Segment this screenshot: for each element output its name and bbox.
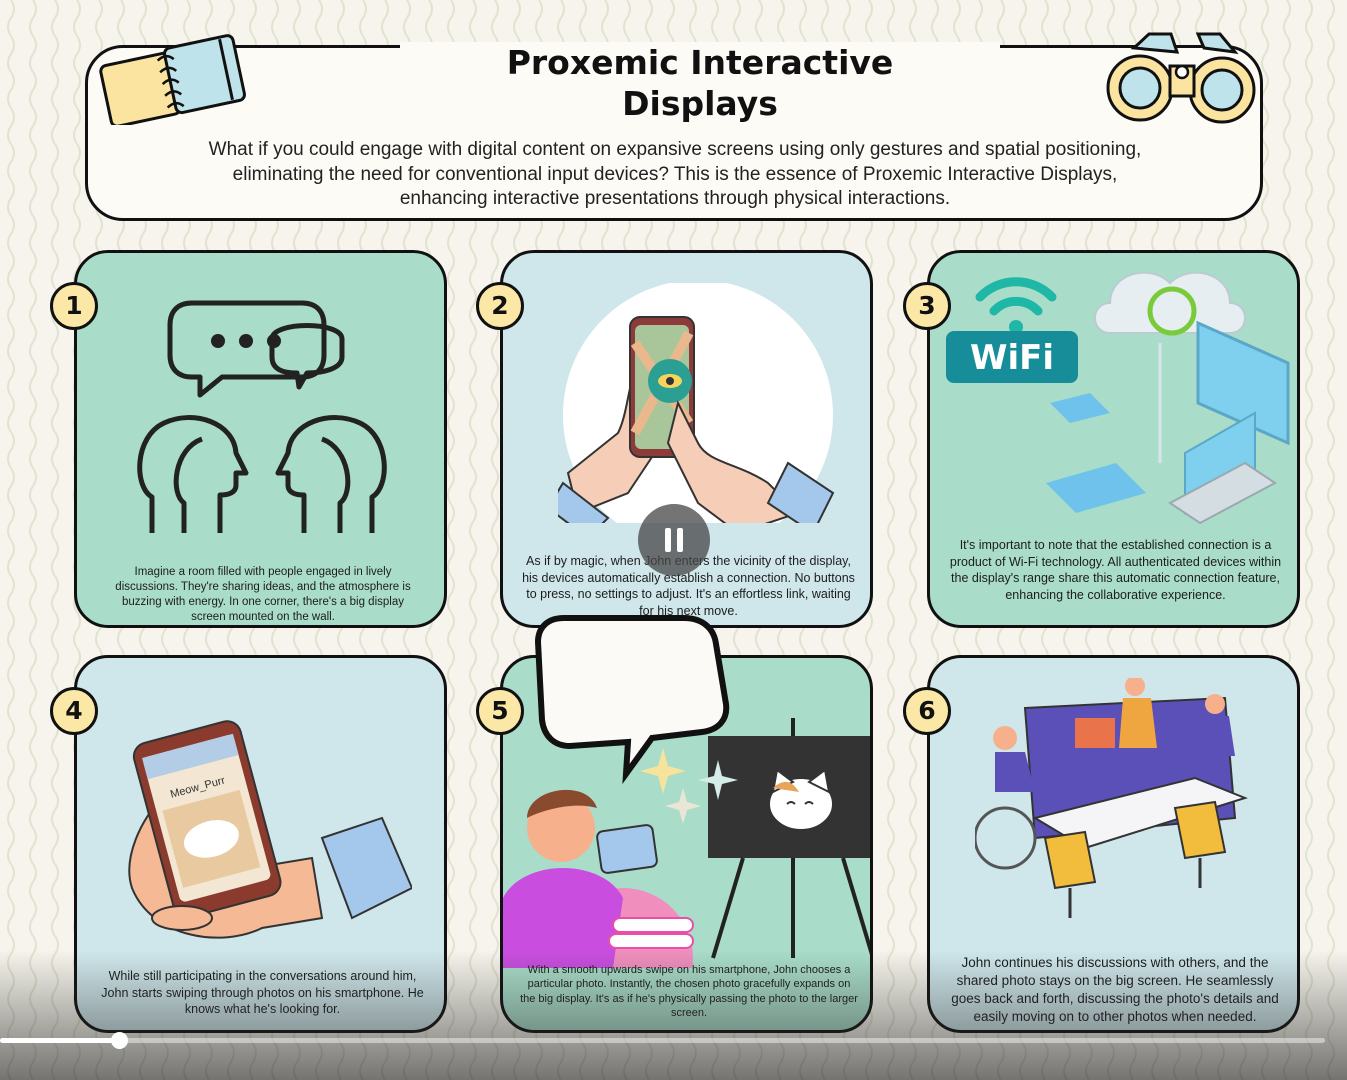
panel-1-caption: Imagine a room filled with people engage… — [115, 566, 411, 623]
phone-map-hands — [558, 283, 835, 523]
speech-bubble — [534, 615, 730, 785]
panel-3: WiFi It's important to note that the est… — [927, 250, 1300, 628]
panel-2-number: 2 — [476, 282, 524, 330]
conversation-heads-icon — [137, 300, 387, 533]
panel-6-caption: John continues his discussions with othe… — [951, 955, 1279, 1024]
wifi-label: WiFi — [970, 338, 1054, 378]
progress-bar[interactable] — [0, 1032, 1325, 1049]
boy-phone-cat-screen — [503, 718, 870, 968]
title-line-1: Proxemic Interactive — [506, 43, 894, 82]
panel-3-caption: It's important to note that the establis… — [949, 538, 1282, 602]
progress-fill — [0, 1038, 120, 1043]
panel-2-caption: As if by magic, when John enters the vic… — [522, 554, 855, 618]
panel-6: John continues his discussions with othe… — [927, 655, 1300, 1033]
pause-icon — [665, 528, 671, 552]
panel-4: Meow_Purr While still participating in t… — [74, 655, 447, 1033]
panel-4-caption: While still participating in the convers… — [101, 969, 424, 1016]
wifi-cloud-devices: WiFi — [946, 271, 1290, 525]
panel-4-number: 4 — [50, 687, 98, 735]
binoculars-icon — [1106, 32, 1256, 124]
notebook-icon — [99, 34, 246, 125]
panel-1-number: 1 — [50, 282, 98, 330]
panel-3-number: 3 — [903, 282, 951, 330]
title-line-2: Displays — [622, 84, 778, 123]
panel-6-number: 6 — [903, 687, 951, 735]
pause-button[interactable] — [638, 504, 710, 576]
panel-5-caption: With a smooth upwards swipe on his smart… — [520, 964, 858, 1019]
hand-holding-phone: Meow_Purr — [128, 720, 412, 939]
team-meeting-table — [975, 678, 1248, 918]
panel-5-number: 5 — [476, 687, 524, 735]
intro-text: What if you could engage with digital co… — [208, 139, 1142, 209]
panel-1: Imagine a room filled with people engage… — [74, 250, 447, 628]
